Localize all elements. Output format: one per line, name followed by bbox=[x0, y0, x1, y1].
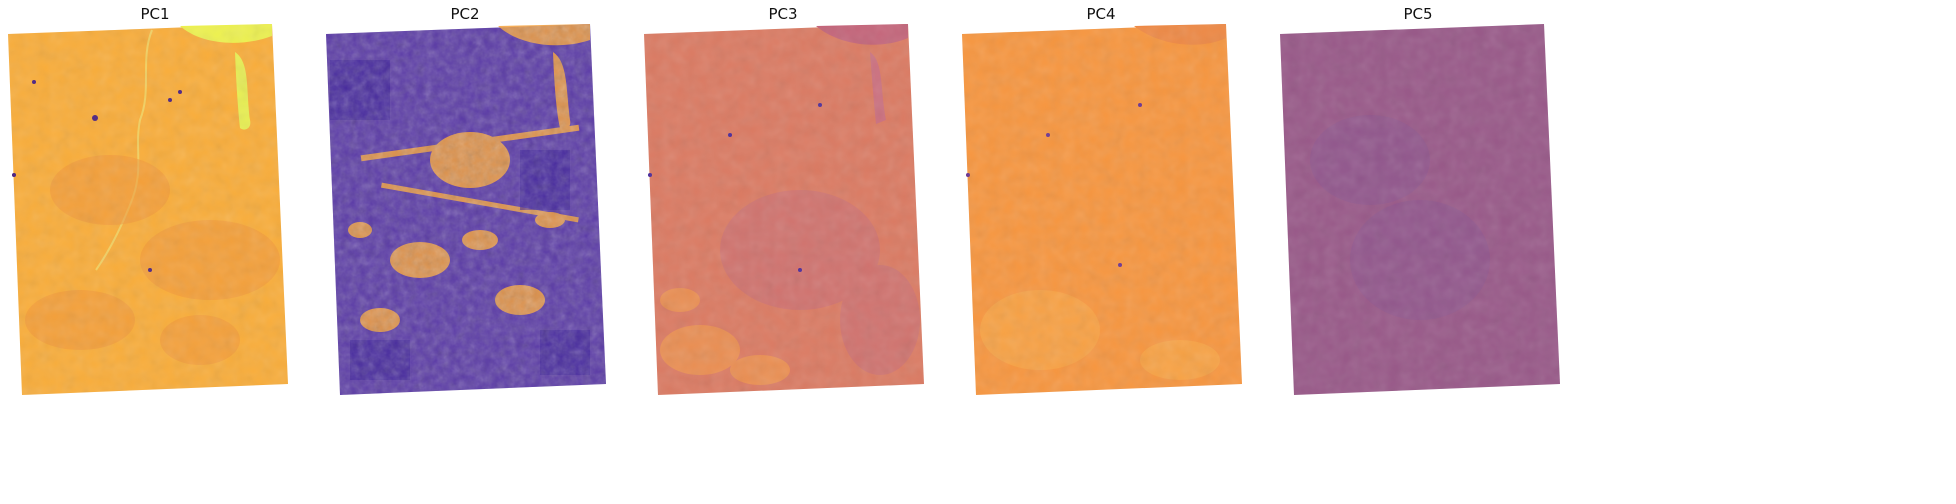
panel-title-pc4: PC4 bbox=[1086, 5, 1116, 23]
panel-title-pc5: PC5 bbox=[1403, 5, 1433, 23]
panel-title-pc2: PC2 bbox=[450, 5, 480, 23]
panel-pc1 bbox=[8, 24, 288, 395]
panel-pc3 bbox=[644, 24, 924, 395]
panel-pc2 bbox=[326, 24, 606, 395]
panel-pc5 bbox=[1280, 24, 1560, 395]
panel-pc4 bbox=[962, 24, 1242, 395]
panel-title-pc1: PC1 bbox=[140, 5, 170, 23]
panel-title-pc3: PC3 bbox=[768, 5, 798, 23]
